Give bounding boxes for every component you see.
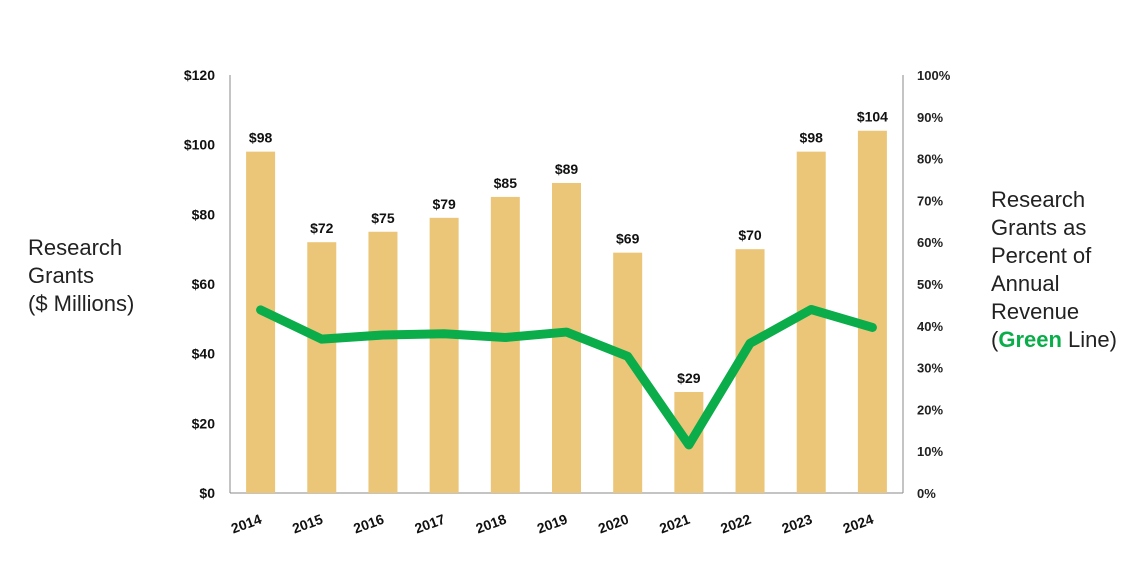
left-axis-title-line: Grants [28,263,95,288]
left-tick-label: $20 [192,415,216,431]
x-tick-label: 2018 [474,511,509,537]
bar-data-label: $75 [371,210,395,226]
left-tick-label: $40 [192,346,216,362]
bar [307,242,337,493]
right-axis-title-line-last: (Green Line) [991,326,1131,354]
line-suffix: Line) [1061,327,1117,352]
x-tick-label: 2020 [596,511,631,537]
bar-data-label: $104 [857,109,888,125]
bar-data-label: $89 [555,161,579,177]
bar [246,151,276,493]
bar-data-labels: $98 $72 $75 $79 $85 $89 $69 $29 $70 $98 $104 [249,109,888,386]
left-tick-label: $0 [199,485,215,501]
x-tick-label: 2016 [351,511,386,537]
bar-data-label: $85 [494,175,518,191]
left-tick-label: $80 [192,206,216,222]
right-tick-label: 80% [917,152,943,167]
right-tick-label: 20% [917,402,943,417]
line-series [256,304,877,450]
x-tick-label: 2022 [718,511,753,537]
left-axis-title-line: ($ Millions) [28,291,135,316]
x-tick-label: 2019 [535,511,570,537]
bar-series [246,130,887,494]
bar-data-label: $69 [616,231,640,247]
right-axis-title-line: Annual [991,271,1060,296]
right-tick-label: 50% [917,277,943,292]
x-axis-ticks: 2014 2015 2016 2017 2018 2019 2020 2021 2022 2023… [229,511,876,537]
left-axis-title-line: Research [28,235,123,260]
right-tick-label: 40% [917,319,943,334]
bar [796,151,826,493]
right-tick-label: 0% [917,486,936,501]
right-tick-label: 70% [917,193,943,208]
right-tick-label: 30% [917,361,943,376]
bar-data-label: $70 [738,227,762,243]
bar [490,196,520,493]
right-axis-title-line: Percent of [991,243,1092,268]
right-tick-label: 60% [917,235,943,250]
left-axis-title: Research Grants ($ Millions) [28,234,188,318]
left-tick-label: $60 [192,276,216,292]
bar-data-label: $98 [249,130,273,146]
percent-line [256,304,877,450]
right-axis-title: Research Grants as Percent of Annual Rev… [991,186,1131,354]
bar-data-label: $29 [677,370,701,386]
bar [368,231,398,493]
x-tick-label: 2023 [780,511,815,537]
bar-data-label: $98 [800,130,824,146]
bar-data-label: $72 [310,220,334,236]
x-tick-label: 2014 [229,511,264,537]
left-tick-label: $100 [184,137,215,153]
right-axis-title-line: Grants as [991,215,1087,240]
paren-open: ( [991,327,999,352]
right-axis-title-line: Revenue [991,299,1080,324]
x-tick-label: 2015 [290,511,325,537]
left-axis-ticks: $0 $20 $40 $60 $80 $100 $120 [184,67,215,501]
x-tick-label: 2024 [841,511,876,537]
right-tick-label: 10% [917,444,943,459]
bar-data-label: $79 [432,196,456,212]
bar [429,217,459,494]
x-tick-label: 2021 [657,511,692,537]
right-axis-title-line: Research [991,187,1086,212]
green-legend-word: Green [998,327,1062,352]
right-tick-label: 90% [917,110,943,125]
left-tick-label: $120 [184,67,215,83]
x-tick-label: 2017 [412,511,447,537]
right-tick-label: 100% [917,68,951,83]
right-axis-ticks: 0% 10% 20% 30% 40% 50% 60% 70% 80% 90% 100% [917,68,951,501]
bar [735,249,765,493]
bar [857,130,887,493]
